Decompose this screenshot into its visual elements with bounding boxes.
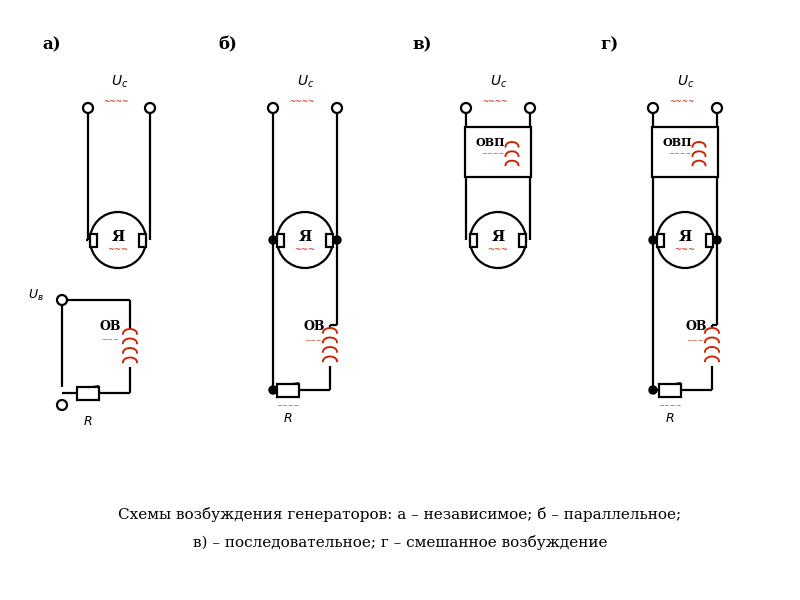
Bar	[470, 233, 477, 247]
Text: ОВ: ОВ	[303, 320, 325, 334]
Circle shape	[145, 103, 155, 113]
Text: в) – последовательное; г – смешанное возбуждение: в) – последовательное; г – смешанное воз…	[193, 535, 607, 550]
Bar	[519, 233, 526, 247]
Text: $U_c$: $U_c$	[298, 74, 314, 90]
Text: $U_c$: $U_c$	[111, 74, 129, 90]
Bar	[77, 386, 99, 400]
Circle shape	[712, 103, 722, 113]
Circle shape	[269, 236, 277, 244]
Text: $R$: $R$	[83, 415, 93, 428]
Text: б): б)	[218, 37, 237, 53]
Text: ~~~: ~~~	[674, 245, 695, 254]
Text: ~~~~: ~~~~	[670, 97, 694, 106]
Circle shape	[713, 236, 721, 244]
Text: ~~~: ~~~	[487, 245, 509, 254]
Text: $R$: $R$	[283, 412, 293, 425]
Circle shape	[57, 295, 67, 305]
Bar	[652, 127, 718, 177]
Text: ~~~~: ~~~~	[658, 403, 682, 409]
Bar	[139, 233, 146, 247]
Bar	[657, 233, 664, 247]
Text: Схемы возбуждения генераторов: а – независимое; б – параллельное;: Схемы возбуждения генераторов: а – незав…	[118, 508, 682, 523]
Bar	[90, 233, 97, 247]
Circle shape	[269, 386, 277, 394]
Circle shape	[268, 103, 278, 113]
Circle shape	[649, 236, 657, 244]
Text: ОВП: ОВП	[662, 136, 692, 148]
Circle shape	[333, 236, 341, 244]
Text: $U_c$: $U_c$	[490, 74, 508, 90]
Text: ~~~~: ~~~~	[482, 151, 505, 157]
Text: ОВП: ОВП	[475, 136, 505, 148]
Circle shape	[461, 103, 471, 113]
Text: Я: Я	[111, 230, 125, 244]
Bar	[277, 383, 299, 397]
Text: ОВ: ОВ	[685, 320, 706, 334]
Circle shape	[332, 103, 342, 113]
Circle shape	[57, 400, 67, 410]
Bar	[465, 127, 531, 177]
Text: $R$: $R$	[666, 412, 674, 425]
Circle shape	[649, 386, 657, 394]
Bar	[706, 233, 713, 247]
Bar	[277, 233, 284, 247]
Text: г): г)	[600, 37, 618, 53]
Text: Я: Я	[491, 230, 505, 244]
Text: ~~~: ~~~	[101, 337, 118, 343]
Bar	[659, 383, 681, 397]
Text: Я: Я	[678, 230, 692, 244]
Circle shape	[83, 103, 93, 113]
Text: а): а)	[42, 37, 61, 53]
Text: ~~~: ~~~	[107, 245, 129, 254]
Text: ~~~: ~~~	[304, 338, 322, 344]
Text: ~~~~: ~~~~	[482, 97, 508, 106]
Text: Я: Я	[298, 230, 312, 244]
Bar	[326, 233, 333, 247]
Text: ОВ: ОВ	[100, 319, 122, 332]
Text: $U_c$: $U_c$	[678, 74, 694, 90]
Text: ~~~: ~~~	[686, 338, 704, 344]
Text: ~~~: ~~~	[294, 245, 315, 254]
Text: в): в)	[412, 37, 431, 53]
Circle shape	[648, 103, 658, 113]
Text: ~~~~: ~~~~	[668, 151, 692, 157]
Text: $U_в$: $U_в$	[28, 287, 44, 302]
Text: ~~~~: ~~~~	[290, 97, 314, 106]
Circle shape	[525, 103, 535, 113]
Text: ~~~~: ~~~~	[276, 403, 300, 409]
Text: ~~~~: ~~~~	[103, 97, 129, 106]
